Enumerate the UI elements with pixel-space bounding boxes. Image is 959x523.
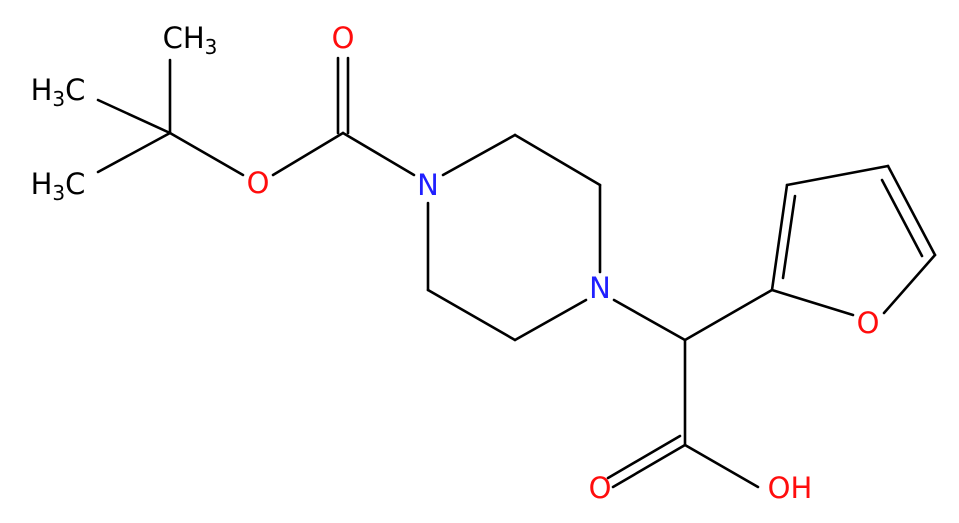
atom-label: O	[589, 471, 612, 505]
atom-label: OH	[768, 471, 813, 505]
atom-label: N	[589, 271, 611, 305]
label-part: H	[31, 73, 53, 107]
atom-label: O	[247, 166, 270, 200]
label-part: C	[65, 167, 85, 201]
atom-label: N	[417, 168, 439, 202]
label-part: O	[247, 166, 270, 200]
label-part: O	[857, 306, 880, 340]
atom-label: H3C	[31, 73, 86, 111]
bonds	[96, 56, 937, 489]
atom-label: H3C	[31, 167, 86, 205]
atom-label: CH3	[163, 21, 218, 59]
label-part: N	[417, 168, 439, 202]
label-part: CH	[163, 21, 205, 55]
label-part: O	[332, 21, 355, 55]
label-part: OH	[768, 471, 813, 505]
label-part: O	[589, 471, 612, 505]
atom-label: O	[857, 306, 880, 340]
atom-label: O	[332, 21, 355, 55]
subscript: 3	[205, 35, 218, 59]
subscript: 3	[52, 87, 65, 111]
label-part: H	[31, 167, 53, 201]
subscript: 3	[52, 181, 65, 205]
label-part: N	[589, 271, 611, 305]
label-part: C	[65, 73, 85, 107]
